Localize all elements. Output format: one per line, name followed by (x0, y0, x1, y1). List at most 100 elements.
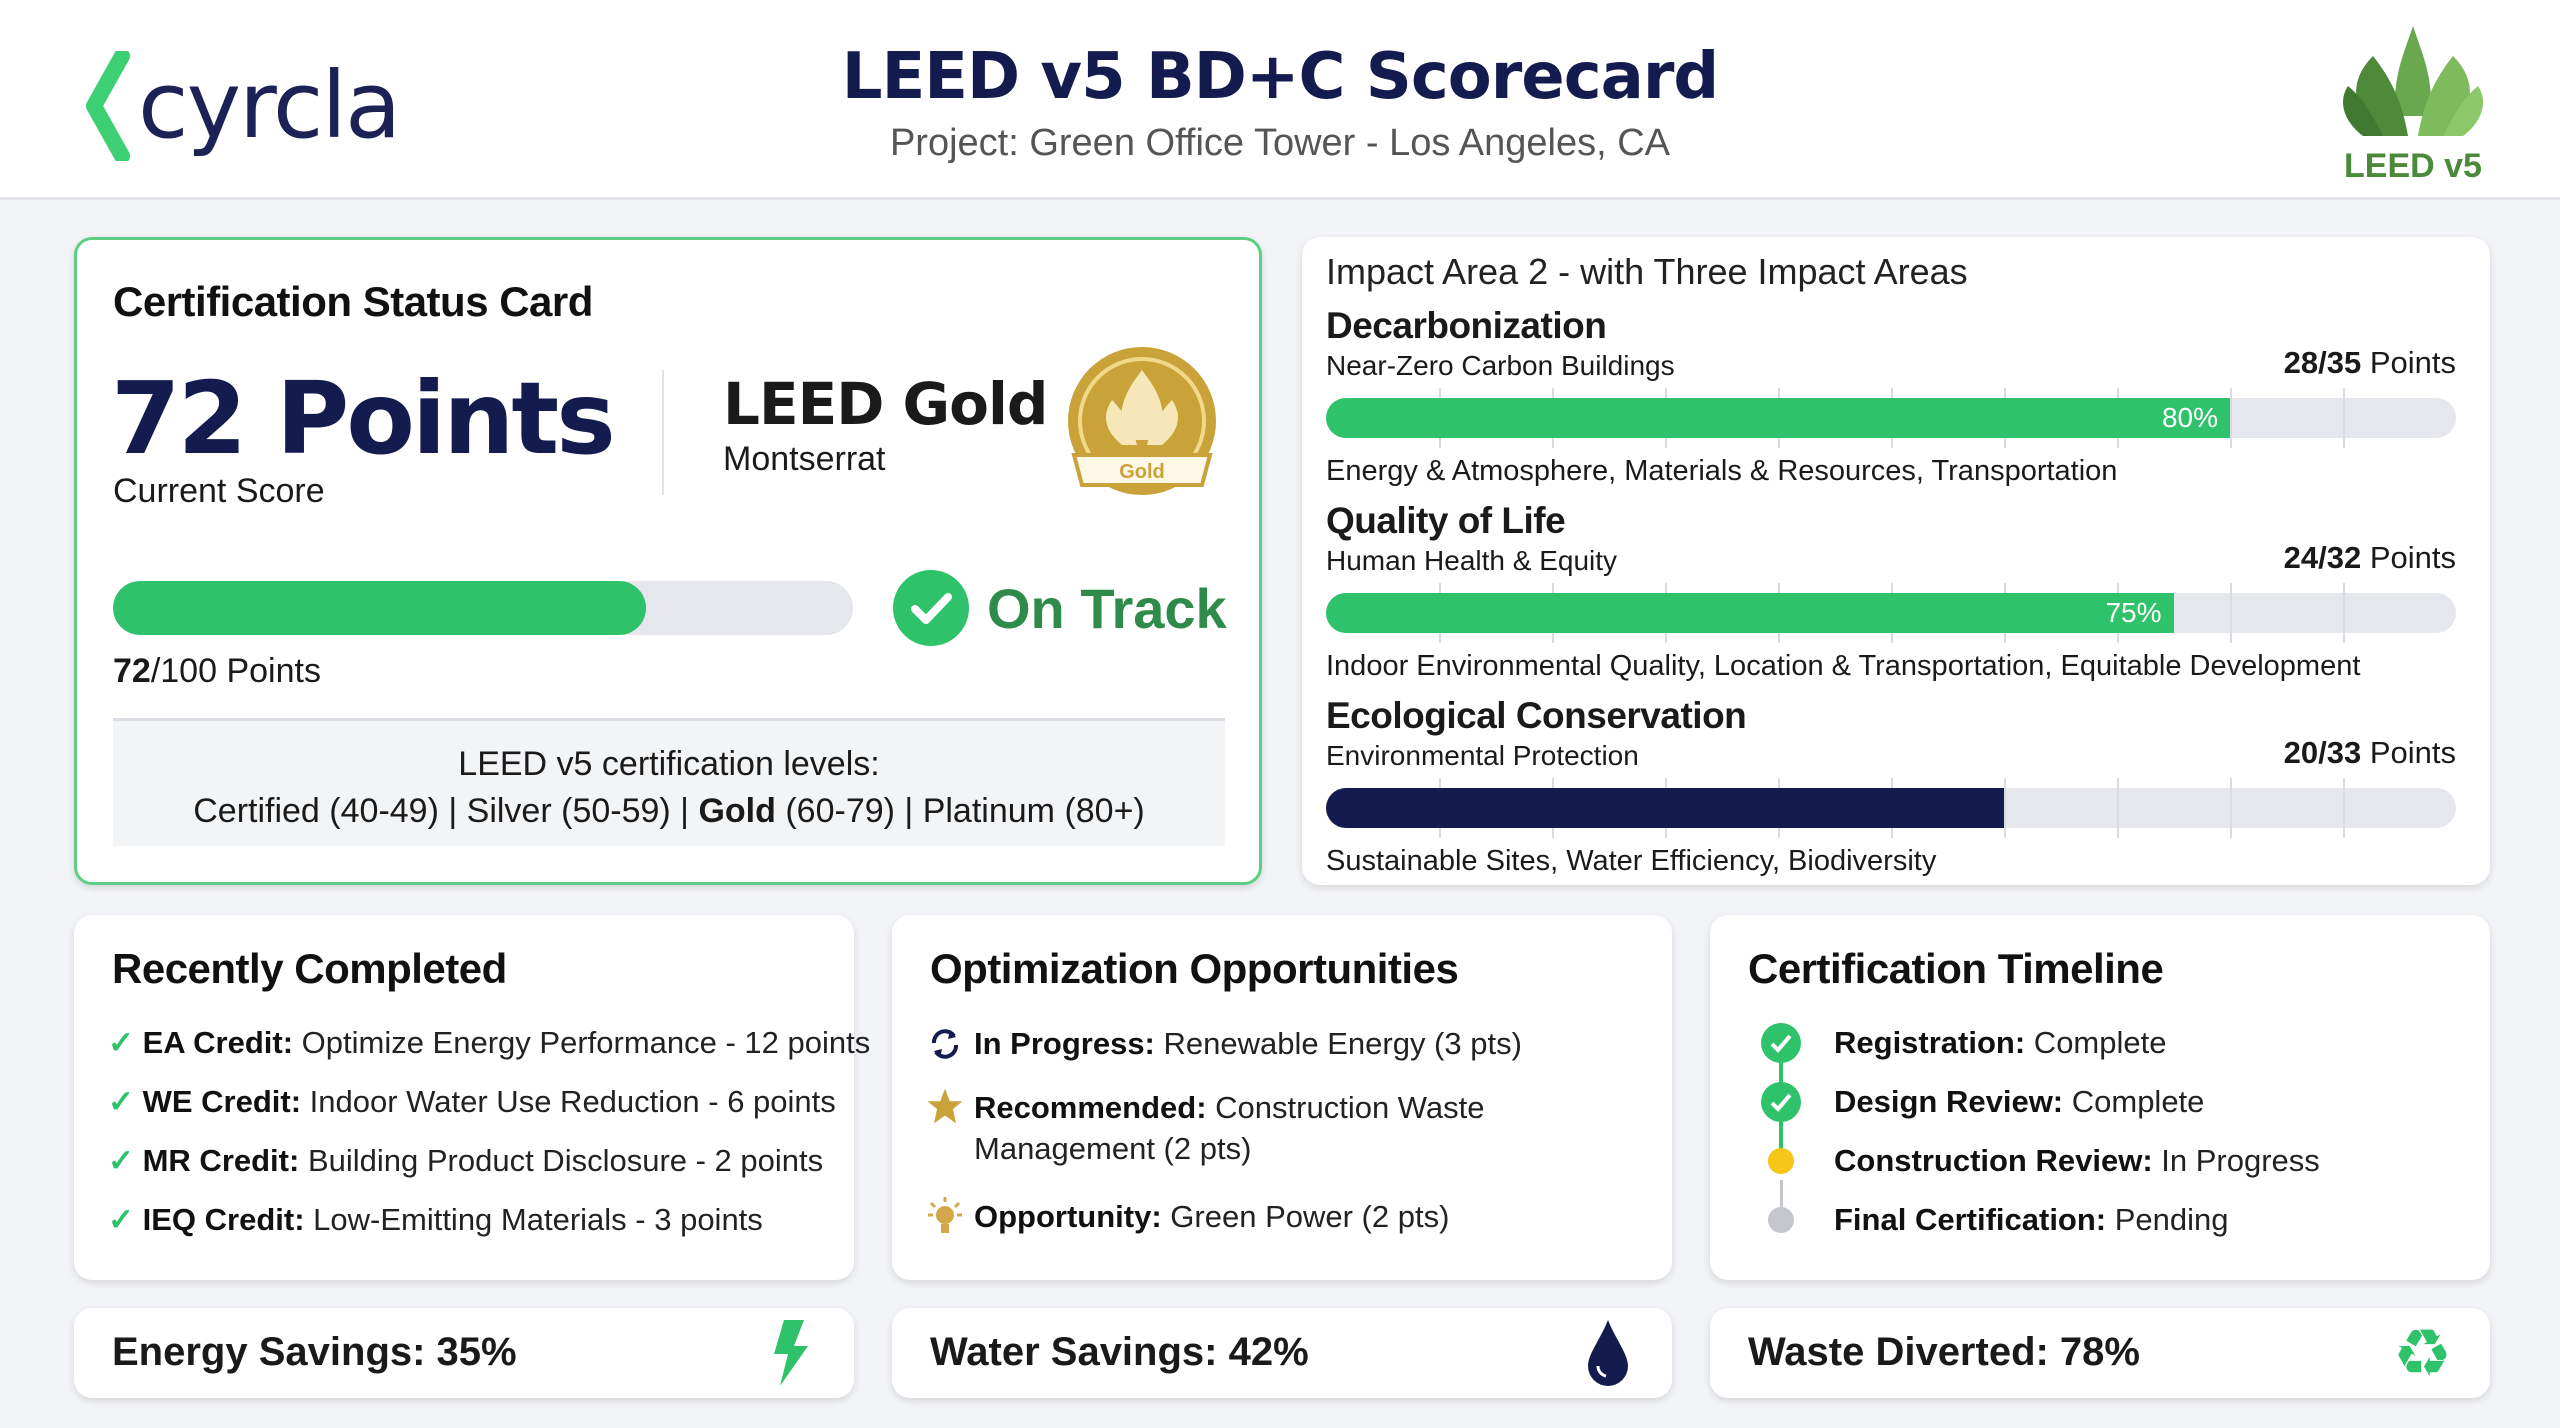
impact-area-categories: Sustainable Sites, Water Efficiency, Bio… (1326, 845, 1937, 877)
stat-energy-savings: Energy Savings: 35% (74, 1308, 854, 1398)
impact-area-progress-bar: 80% (1326, 388, 2456, 448)
level-gold: Gold (60-79) (698, 792, 895, 830)
level-certified: Certified (40-49) (193, 792, 439, 830)
impact-area-name: Quality of Life (1326, 500, 1566, 541)
recently-completed-card: Recently Completed ✓ EA Credit: Optimize… (74, 915, 870, 1280)
on-track-label: On Track (987, 576, 1227, 640)
impact-area-name: Decarbonization (1326, 305, 1607, 346)
impact-area-subtitle: Environmental Protection (1326, 740, 1639, 771)
opportunity-recommended[interactable]: Recommended: Construction Waste Managemen… (926, 1087, 1485, 1169)
bar-tick (2004, 778, 2006, 838)
current-score-label: Current Score (113, 472, 325, 510)
completed-credit[interactable]: ✓ MR Credit: Building Product Disclosure… (108, 1143, 824, 1178)
on-track-status: On Track (893, 570, 1227, 646)
optimization-title: Optimization Opportunities (930, 945, 1459, 992)
header: cyrcla LEED v5 BD+C Scorecard Project: G… (0, 0, 2560, 200)
impact-area-percent: 75% (2105, 597, 2162, 628)
water-savings-text: Water Savings: 42% (930, 1330, 1309, 1374)
bar-tick (2230, 388, 2232, 448)
timeline-title: Certification Timeline (1748, 945, 2164, 992)
impact-area-progress-fill: 80% (1326, 398, 2230, 438)
timeline-dot (1761, 1082, 1801, 1127)
level-silver: Silver (50-59) (466, 792, 671, 830)
check-icon: ✓ (108, 1143, 134, 1178)
gold-medal-icon: Gold (1062, 345, 1222, 505)
impact-area-points: 28/35 Points (2283, 345, 2456, 380)
timeline-step: Final Certification: Pending (1834, 1202, 2229, 1237)
bar-tick (2343, 388, 2345, 448)
current-score: 72 Points (111, 360, 616, 477)
score-progress-bar (113, 581, 853, 635)
logo-text: cyrcla (138, 52, 401, 159)
timeline-step: Registration: Complete (1834, 1025, 2167, 1060)
star-icon (927, 1088, 963, 1124)
bar-tick (2343, 583, 2345, 643)
timeline-complete-icon (1761, 1023, 1801, 1063)
water-drop-icon (1588, 1320, 1628, 1386)
stat-water-savings: Water Savings: 42% (892, 1308, 1672, 1398)
impact-area-progress-bar (1326, 778, 2456, 838)
impact-area-points: 20/33 Points (2283, 735, 2456, 770)
points-earned: 72 (113, 652, 151, 690)
refresh-icon (932, 1029, 958, 1059)
impact-area-progress-fill (1326, 788, 2004, 828)
timeline-line-pending (1780, 1180, 1783, 1220)
waste-diverted-text: Waste Diverted: 78% (1748, 1330, 2140, 1374)
impact-area-subtitle: Near-Zero Carbon Buildings (1326, 350, 1675, 381)
divider (662, 370, 664, 495)
points-total: /100 Points (150, 652, 321, 690)
completed-credit[interactable]: ✓ EA Credit: Optimize Energy Performance… (108, 1025, 871, 1060)
impact-area-progress-bar: 75% (1326, 583, 2456, 643)
bar-tick (2343, 778, 2345, 838)
opportunity-in-progress[interactable]: In Progress: Renewable Energy (3 pts) (926, 1025, 1522, 1063)
impact-area-categories: Energy & Atmosphere, Materials & Resourc… (1326, 455, 2118, 487)
bar-tick (2230, 583, 2232, 643)
certification-status-card: Certification Status Card 72 Points Curr… (74, 237, 1262, 885)
cyrcla-logo[interactable]: cyrcla (82, 48, 401, 163)
check-icon: ✓ (108, 1025, 134, 1060)
impact-area: Quality of Life Human Health & Equity 24… (1326, 500, 2456, 690)
stat-waste-diverted: Waste Diverted: 78% ♻ (1710, 1308, 2490, 1398)
opportunity-green-power[interactable]: Opportunity: Green Power (2 pts) (926, 1195, 1449, 1239)
bar-tick (2117, 778, 2119, 838)
leaf-icon (2343, 26, 2483, 136)
level-platinum: Platinum (80+) (922, 792, 1145, 830)
timeline-complete-icon (1761, 1082, 1801, 1122)
impact-area: Decarbonization Near-Zero Carbon Buildin… (1326, 305, 2456, 495)
project-subtitle: Project: Green Office Tower - Los Angele… (889, 122, 1671, 164)
certification-level: LEED Gold (723, 370, 1048, 438)
levels-list: Certified (40-49) | Silver (50-59) | Gol… (193, 792, 1145, 830)
timeline-in-progress-icon (1768, 1148, 1794, 1174)
timeline-step: Design Review: Complete (1834, 1084, 2205, 1119)
points-progress-text: 72/100 Points (113, 652, 321, 691)
timeline-dot (1761, 1023, 1801, 1068)
score-progress-fill (113, 581, 646, 635)
impact-area-percent: 80% (2161, 402, 2218, 433)
completed-credit[interactable]: ✓ WE Credit: Indoor Water Use Reduction … (108, 1084, 836, 1119)
logo-chevron-icon (86, 50, 130, 161)
bar-tick (2230, 778, 2232, 838)
medal-text: Gold (1119, 461, 1165, 483)
timeline-pending-icon (1768, 1207, 1794, 1233)
lightning-icon (774, 1320, 808, 1386)
impact-area-name: Ecological Conservation (1326, 695, 1747, 736)
timeline-dot (1761, 1200, 1801, 1245)
impact-areas-card: Impact Area 2 - with Three Impact Areas … (1302, 237, 2490, 885)
impact-area: Ecological Conservation Environmental Pr… (1326, 695, 2456, 885)
leed-badge-text: LEED v5 (2344, 147, 2482, 185)
optimization-card: Optimization Opportunities In Progress: … (892, 915, 1672, 1280)
page-title: LEED v5 BD+C Scorecard (841, 40, 1719, 114)
check-icon: ✓ (108, 1202, 134, 1237)
timeline-dot (1761, 1141, 1801, 1186)
certification-timeline-card: Certification Timeline Registration: Com… (1710, 915, 2490, 1280)
check-icon: ✓ (108, 1084, 134, 1119)
recycle-icon: ♻ (2392, 1316, 2452, 1390)
impact-area-subtitle: Human Health & Equity (1326, 545, 1618, 576)
lightbulb-icon (928, 1197, 962, 1233)
energy-savings-text: Energy Savings: 35% (112, 1330, 517, 1374)
certification-level-sub: Montserrat (723, 440, 886, 478)
certification-levels-box: LEED v5 certification levels: Certified … (113, 718, 1225, 846)
recently-completed-title: Recently Completed (112, 945, 507, 992)
status-card-title: Certification Status Card (113, 278, 593, 325)
completed-credit[interactable]: ✓ IEQ Credit: Low-Emitting Materials - 3… (108, 1202, 763, 1237)
